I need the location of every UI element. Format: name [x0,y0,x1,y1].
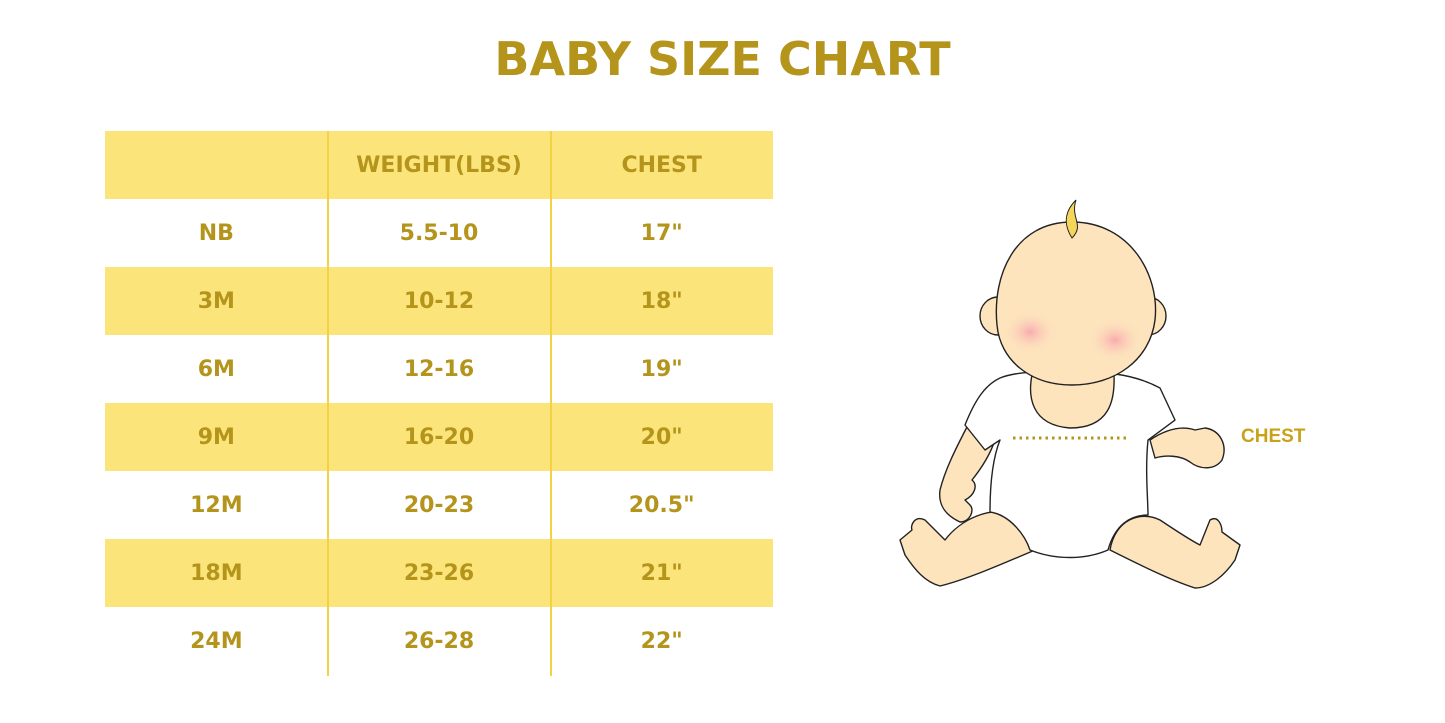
table-row: 18M 23-26 21" [105,539,773,607]
weight-cell: 10-12 [403,288,475,314]
chest-cell: 18" [640,288,683,314]
chest-cell: 19" [640,356,683,382]
size-cell: 18M [190,560,243,586]
table-row: 6M 12-16 19" [105,335,773,403]
left-leg [899,511,1036,587]
table-row: NB 5.5-10 17" [105,199,773,267]
chest-cell: 22" [640,628,683,654]
size-cell: 9M [197,424,235,450]
left-arm [938,424,996,523]
table-row: 9M 16-20 20" [105,403,773,471]
neck [1029,374,1115,429]
weight-cell: 20-23 [403,492,475,518]
chest-label: CHEST [1241,426,1306,447]
table-header: WEIGHT(LBS) CHEST [105,131,773,199]
weight-cell: 23-26 [403,560,475,586]
size-cell: 3M [197,288,235,314]
table-row: 24M 26-28 22" [105,607,773,675]
right-leg [1109,515,1241,589]
weight-cell: 16-20 [403,424,475,450]
chest-cell: 20.5" [628,492,695,518]
page-title: BABY SIZE CHART [494,32,951,86]
weight-cell: 26-28 [403,628,475,654]
right-cheek [1087,318,1143,362]
weight-cell: 12-16 [403,356,475,382]
size-cell: 12M [190,492,243,518]
column-divider [327,131,329,676]
size-table: WEIGHT(LBS) CHEST NB 5.5-10 17" 3M 10-12 18" 6… [105,131,773,675]
size-cell: 24M [190,628,243,654]
chest-cell: 17" [640,220,683,246]
left-cheek [1002,310,1058,354]
chest-cell: 21" [640,560,683,586]
hair-curl [1065,199,1078,239]
header-cell: WEIGHT(LBS) [356,152,522,178]
chest-cell: 20" [640,424,683,450]
table-row: 12M 20-23 20.5" [105,471,773,539]
right-arm [1149,427,1225,469]
head [995,221,1157,386]
size-cell: 6M [197,356,235,382]
table-row: 3M 10-12 18" [105,267,773,335]
header-cell: CHEST [621,152,702,178]
size-cell: NB [198,220,234,246]
weight-cell: 5.5-10 [399,220,479,246]
column-divider [550,131,552,676]
